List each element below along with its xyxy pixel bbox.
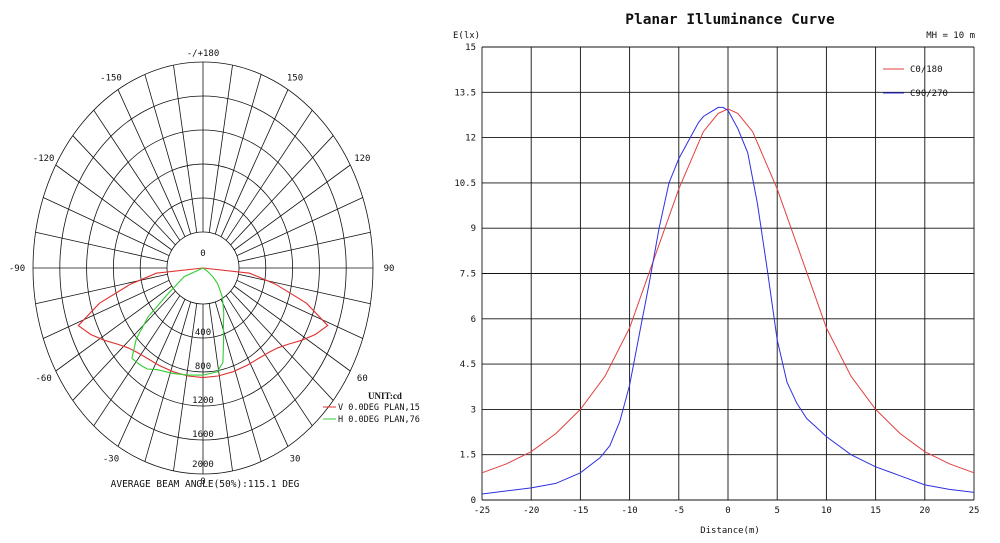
x-tick-label: -10 [621, 506, 637, 516]
polar-spoke [93, 295, 181, 427]
unit-label: UNIT:cd [368, 391, 402, 401]
y-tick-label: 12 [465, 134, 476, 144]
polar-spoke [43, 197, 170, 257]
polar-radial-label: 2000 [192, 460, 214, 470]
polar-angle-label: 90 [384, 264, 395, 274]
polar-radial-label: 1200 [192, 396, 214, 406]
polar-angle-label: -150 [100, 73, 122, 83]
y-tick-label: 9 [471, 224, 476, 234]
polar-radial-label: 400 [195, 328, 211, 338]
legend-label: C90/270 [910, 89, 948, 99]
legend-label: V 0.0DEG PLAN,153.9 [338, 403, 420, 413]
x-tick-label: -15 [572, 506, 588, 516]
polar-spoke [43, 279, 170, 339]
polar-spoke [225, 109, 313, 241]
polar-spoke [230, 135, 334, 246]
polar-angle-label: -30 [103, 455, 119, 465]
y-tick-label: 4.5 [460, 360, 476, 370]
y-tick-label: 13.5 [454, 88, 476, 98]
series-line [481, 106, 975, 495]
mh-annotation: MH = 10 m [926, 31, 975, 41]
y-tick-label: 0 [471, 496, 476, 506]
polar-radial-label: 0 [200, 249, 205, 259]
polar-spoke [233, 285, 351, 372]
y-tick-label: 6 [471, 315, 476, 325]
polar-spoke [220, 299, 289, 447]
polar-spoke [220, 89, 289, 237]
legend-label: C0/180 [910, 65, 943, 75]
y-tick-label: 7.5 [460, 270, 476, 280]
chart-title: Planar Illuminance Curve [625, 12, 835, 28]
series-line [481, 108, 975, 474]
planar-illuminance-chart: Planar Illuminance Curve E(lx) MH = 10 m… [453, 12, 980, 536]
polar-spoke [214, 74, 262, 235]
polar-spoke [93, 109, 181, 241]
polar-spoke [117, 89, 186, 237]
polar-spoke [208, 303, 233, 471]
y-axis-label: E(lx) [453, 31, 480, 41]
polar-spoke [230, 290, 334, 401]
chart-grid [481, 46, 975, 501]
polar-legend: UNIT:cd V 0.0DEG PLAN,153.9 H 0.0DEG PLAN,… [323, 391, 420, 425]
polar-angle-label: 30 [290, 455, 301, 465]
polar-radial-label: 1600 [192, 430, 214, 440]
polar-spoke [238, 231, 371, 263]
x-tick-label: -20 [523, 506, 539, 516]
x-tick-label: 15 [870, 506, 881, 516]
x-tick-label: 25 [969, 506, 980, 516]
polar-spoke [238, 273, 371, 305]
polar-spoke [117, 299, 186, 447]
polar-spoke [72, 135, 176, 246]
legend-label: H 0.0DEG PLAN,76.2 [338, 415, 420, 425]
y-tick-label: 3 [471, 405, 476, 415]
x-tick-label: -25 [474, 506, 490, 516]
polar-angle-label: 0 [200, 477, 205, 487]
polar-angle-label: 120 [354, 154, 370, 164]
polar-angle-label: 60 [357, 374, 368, 384]
chart-series [481, 106, 975, 495]
x-tick-label: 20 [919, 506, 930, 516]
y-tick-label: 10.5 [454, 179, 476, 189]
x-tick-label: 10 [821, 506, 832, 516]
polar-series-line [77, 267, 329, 379]
polar-spoke [225, 295, 313, 427]
polar-grid [32, 61, 374, 475]
polar-spoke [72, 290, 176, 401]
polar-intensity-diagram: -/+180 150 -150 120 -120 90 -90 60 -60 30 -30 0 0 40… [9, 49, 420, 490]
polar-radial-label: 800 [195, 362, 211, 372]
polar-series [77, 267, 329, 379]
polar-angle-label: 150 [287, 73, 303, 83]
polar-radial-labels: 0 400 800 1200 1600 2000 [192, 249, 214, 470]
polar-spoke [35, 273, 168, 305]
polar-spoke [35, 231, 168, 263]
polar-spoke [236, 197, 363, 257]
polar-spoke [208, 65, 233, 233]
polar-angle-labels: -/+180 150 -150 120 -120 90 -90 60 -60 30 -30 0 [9, 49, 395, 487]
x-tick-label: 0 [725, 506, 730, 516]
y-tick-label: 15 [465, 43, 476, 53]
polar-angle-label: -90 [9, 264, 25, 274]
chart-legend: C0/180 C90/270 [883, 65, 948, 99]
polar-spoke [236, 279, 363, 339]
polar-spoke [173, 303, 198, 471]
y-tick-labels: 0 1.5 3 4.5 6 7.5 9 10.5 12 13.5 15 [454, 43, 476, 506]
x-axis-label: Distance(m) [700, 526, 760, 536]
polar-spoke [233, 164, 351, 251]
polar-spoke [173, 65, 198, 233]
polar-angle-label: -60 [36, 374, 52, 384]
y-tick-label: 1.5 [460, 451, 476, 461]
polar-footer-beam-angle: AVERAGE BEAM ANGLE(50%):115.1 DEG [111, 479, 300, 490]
polar-angle-label: -120 [33, 154, 55, 164]
polar-series-line [131, 267, 225, 376]
polar-spoke [144, 301, 192, 462]
x-tick-labels: -25 -20 -15 -10 -5 0 5 10 15 20 25 [474, 506, 980, 516]
polar-spoke [55, 285, 173, 372]
polar-angle-label: -/+180 [187, 49, 220, 59]
x-tick-label: 5 [774, 506, 779, 516]
x-tick-label: -5 [673, 506, 684, 516]
polar-spoke [144, 74, 192, 235]
polar-spoke [55, 164, 173, 251]
